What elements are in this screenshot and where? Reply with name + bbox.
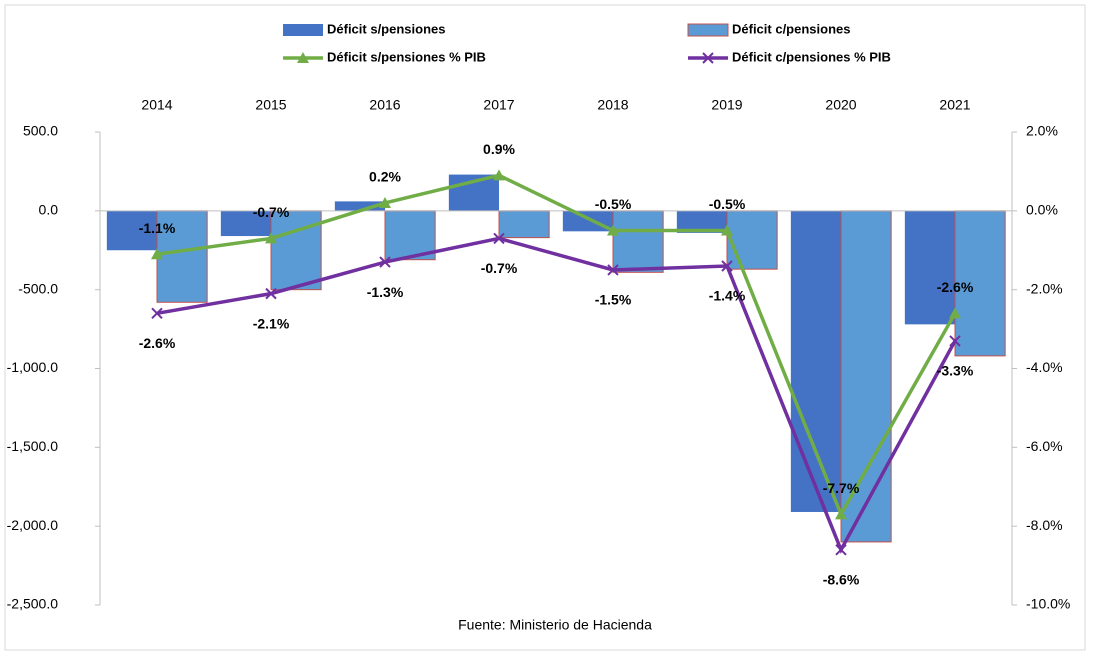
bar: [612, 210, 664, 273]
data-label: -2.6%: [139, 335, 176, 351]
bar: [904, 210, 955, 325]
bar: [498, 210, 550, 239]
data-label: -0.5%: [709, 196, 746, 212]
data-label: -1.4%: [709, 288, 746, 304]
line-marker: [151, 307, 163, 320]
bar: [220, 210, 271, 237]
data-label: -0.5%: [595, 196, 632, 212]
bar: [106, 210, 157, 251]
x-tick-label: 2014: [141, 97, 172, 113]
bar: [270, 210, 322, 291]
x-tick-label: 2015: [255, 97, 286, 113]
x-tick-label: 2017: [483, 97, 514, 113]
line-marker: [721, 260, 733, 272]
bar: [790, 210, 841, 512]
x-tick-label: 2016: [369, 97, 400, 113]
y2-tick-label: -2.0%: [1026, 280, 1063, 296]
data-label: -2.1%: [253, 315, 290, 331]
y-tick-label: -500.0: [18, 280, 58, 296]
line-marker: [493, 169, 505, 181]
data-label: 0.2%: [369, 169, 401, 185]
y2-tick-label: 0.0%: [1026, 202, 1058, 218]
bar: [676, 210, 727, 233]
data-label: -1.5%: [595, 292, 632, 308]
line-marker: [949, 307, 961, 319]
bar: [156, 210, 208, 303]
data-label: -2.6%: [937, 279, 974, 295]
line-marker: [835, 508, 847, 520]
y-tick-label: 0.0: [39, 202, 59, 218]
y-tick-label: -1,000.0: [7, 359, 59, 375]
legend-label: Déficit c/pensiones: [732, 21, 850, 36]
legend-label: Déficit c/pensiones % PIB: [732, 49, 891, 64]
y-tick-label: 500.0: [23, 123, 58, 139]
line-marker: [265, 232, 277, 244]
x-tick-label: 2018: [597, 97, 628, 113]
y-tick-label: -1,500.0: [7, 438, 59, 454]
bar: [384, 210, 436, 261]
data-label: -0.7%: [481, 260, 518, 276]
data-label: 0.9%: [483, 141, 515, 157]
line-marker: [379, 196, 391, 208]
line-marker: [721, 224, 733, 236]
line-marker: [265, 287, 277, 300]
line-marker: [379, 256, 391, 268]
legend-marker: [702, 52, 714, 64]
x-tick-label: 2020: [825, 97, 856, 113]
data-label: -3.3%: [937, 363, 974, 379]
data-label: -0.7%: [253, 204, 290, 220]
legend-label: Déficit s/pensiones % PIB: [327, 49, 486, 64]
x-tick-label: 2021: [939, 97, 970, 113]
bar: [334, 201, 385, 211]
data-label: -1.3%: [367, 284, 404, 300]
bar: [726, 210, 778, 270]
legend-label: Déficit s/pensiones: [327, 21, 445, 36]
y-tick-label: -2,500.0: [7, 596, 59, 612]
data-label: -1.1%: [139, 220, 176, 236]
line-marker: [493, 232, 505, 245]
bar: [840, 210, 892, 543]
y2-tick-label: 2.0%: [1026, 123, 1058, 139]
line-marker: [607, 264, 619, 276]
line-marker: [151, 248, 163, 260]
line-marker: [949, 335, 961, 347]
y-tick-label: -2,000.0: [7, 517, 59, 533]
data-label: -8.6%: [823, 572, 860, 588]
source-note: Fuente: Ministerio de Hacienda: [458, 617, 652, 633]
y2-tick-label: -10.0%: [1026, 596, 1070, 612]
line-marker: [835, 544, 847, 556]
legend-swatch: [687, 23, 729, 37]
legend-swatch: [283, 24, 323, 36]
chart-frame: [4, 4, 1086, 651]
x-tick-label: 2019: [711, 97, 742, 113]
line: [156, 173, 957, 519]
legend-marker: [297, 52, 309, 63]
y2-tick-label: -8.0%: [1026, 517, 1063, 533]
y2-tick-label: -4.0%: [1026, 359, 1063, 375]
line: [156, 236, 957, 554]
data-label: -7.7%: [823, 480, 860, 496]
y2-tick-label: -6.0%: [1026, 438, 1063, 454]
line-marker: [607, 224, 619, 236]
